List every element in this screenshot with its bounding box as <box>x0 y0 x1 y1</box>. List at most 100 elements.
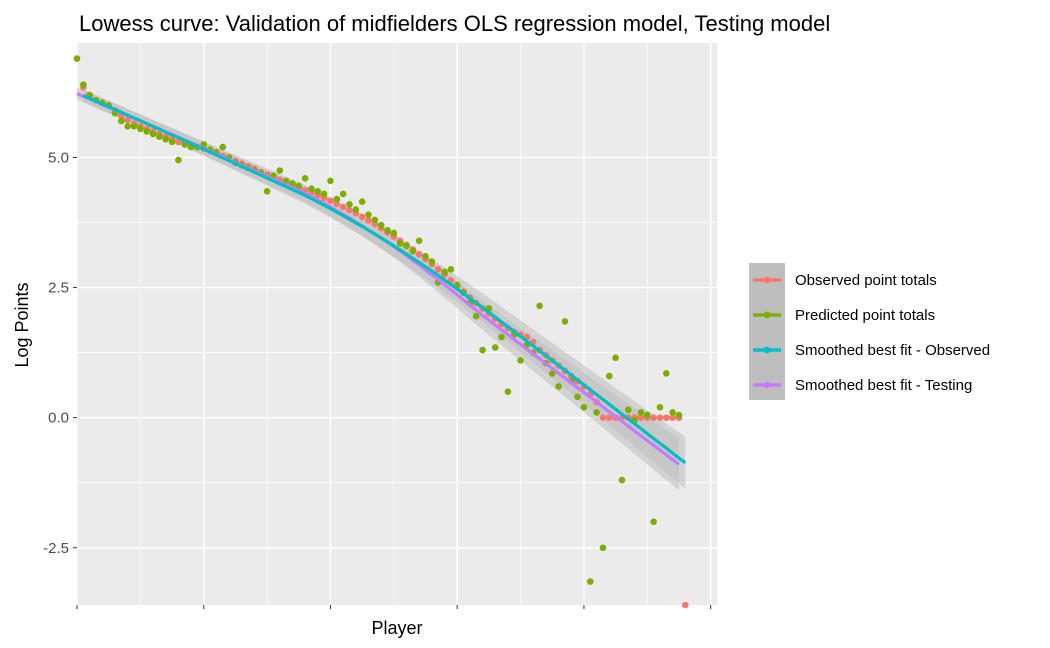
observed-point <box>327 197 334 204</box>
predicted-point <box>675 411 683 419</box>
predicted-point <box>643 411 651 419</box>
predicted-point <box>308 185 315 193</box>
y-tick-label: 5.0 <box>48 149 69 166</box>
observed-point <box>346 206 353 214</box>
predicted-point <box>168 138 176 146</box>
predicted-point <box>396 240 404 247</box>
predicted-point <box>162 135 170 143</box>
predicted-point <box>548 370 556 377</box>
predicted-point <box>175 156 182 164</box>
predicted-point <box>491 344 499 351</box>
predicted-point <box>428 258 436 265</box>
grid-lines <box>76 43 717 605</box>
predicted-point <box>371 216 379 224</box>
observed-point <box>415 250 423 258</box>
legend-key-point <box>763 276 771 284</box>
predicted-point <box>365 211 372 219</box>
smooth-curves <box>76 92 687 466</box>
predicted-point <box>137 125 144 133</box>
predicted-point <box>605 372 613 380</box>
predicted-point <box>219 143 227 151</box>
observed-point <box>175 138 182 146</box>
predicted-point <box>384 227 391 234</box>
observed-point <box>663 414 670 421</box>
legend-label: Smoothed best fit - Observed <box>795 342 990 359</box>
predicted-point <box>118 117 125 125</box>
observed-point <box>656 414 664 421</box>
predicted-point <box>663 370 670 377</box>
x-axis-title: Player <box>371 618 422 638</box>
predicted-point <box>73 55 81 62</box>
predicted-point <box>276 167 284 174</box>
observed-point <box>434 266 442 273</box>
predicted-point <box>669 409 676 416</box>
predicted-point <box>143 128 151 135</box>
predicted-point <box>320 190 328 198</box>
predicted-point <box>624 406 632 414</box>
predicted-point <box>333 195 341 203</box>
predicted-point <box>352 206 360 213</box>
predicted-point <box>295 182 303 190</box>
predicted-point <box>358 198 366 206</box>
predicted-point <box>156 133 163 140</box>
predicted-point <box>441 268 448 276</box>
plot-panel <box>77 43 717 605</box>
observed-point <box>669 414 676 421</box>
observed-point <box>599 414 607 421</box>
predicted-point <box>263 188 271 195</box>
legend-key-point <box>763 311 771 319</box>
legend-label: Observed point totals <box>795 272 937 289</box>
observed-point <box>339 203 347 211</box>
predicted-point <box>555 383 562 390</box>
predicted-point <box>599 544 607 552</box>
predicted-point <box>314 188 322 195</box>
predicted-point <box>80 81 87 88</box>
predicted-point <box>409 247 417 255</box>
predicted-point <box>447 266 455 273</box>
y-tick-label: -2.5 <box>43 540 69 557</box>
predicted-point <box>422 253 429 260</box>
observed-point <box>650 414 657 421</box>
predicted-point <box>517 357 524 364</box>
predicted-point <box>301 174 309 182</box>
observed-point <box>637 414 645 421</box>
chart-title: Lowess curve: Validation of midfielders … <box>79 11 830 36</box>
predicted-point <box>593 409 600 416</box>
smooth-curve-observed <box>82 94 687 465</box>
observed-point <box>682 601 689 609</box>
predicted-point <box>650 518 657 526</box>
predicted-point <box>504 388 512 395</box>
legend-key-point <box>763 381 771 389</box>
y-axis-ticks: -2.5 0.0 2.5 5.0 <box>43 149 77 557</box>
observed-point <box>365 217 372 224</box>
predicted-point <box>472 312 480 320</box>
observed-point <box>605 414 613 421</box>
predicted-point <box>580 403 588 411</box>
legend-key-background <box>749 263 785 400</box>
predicted-point <box>536 302 543 310</box>
predicted-point <box>124 122 131 130</box>
y-tick-label: 2.5 <box>48 280 69 297</box>
x-axis-ticks <box>76 605 712 609</box>
predicted-point <box>346 201 353 208</box>
observed-point <box>358 213 366 221</box>
predicted-point <box>612 354 619 362</box>
predicted-point <box>403 242 410 250</box>
predicted-point <box>415 237 423 245</box>
y-axis-title: Log Points <box>12 282 32 367</box>
predicted-point <box>479 346 486 354</box>
predicted-point <box>149 130 157 138</box>
predicted-point <box>377 221 385 229</box>
predicted-point <box>637 409 645 416</box>
predicted-point <box>618 476 626 484</box>
predicted-point <box>327 177 334 185</box>
predicted-point <box>561 318 569 325</box>
predicted-point <box>586 578 594 585</box>
predicted-point <box>390 229 398 237</box>
predicted-point <box>339 190 347 198</box>
legend-label: Smoothed best fit - Testing <box>795 377 972 394</box>
legend-label: Predicted point totals <box>795 307 935 324</box>
observed-point <box>124 116 131 124</box>
observed-point <box>333 200 341 208</box>
predicted-point <box>130 122 138 130</box>
